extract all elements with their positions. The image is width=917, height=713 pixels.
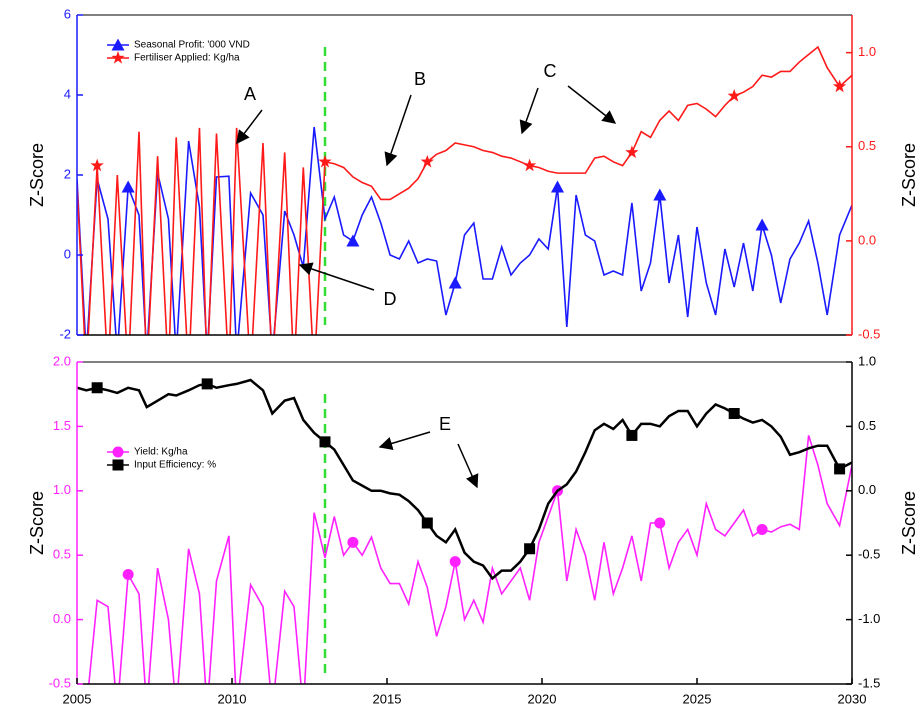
data-point: [654, 517, 666, 529]
data-point: [727, 88, 741, 102]
data-point: [626, 429, 638, 441]
y-tick-label: -0.5: [49, 675, 71, 690]
x-tick-label: 2010: [218, 691, 247, 706]
series-line: [77, 126, 852, 335]
x-tick-label: 2005: [63, 691, 92, 706]
y2-tick-label: -0.5: [858, 547, 880, 562]
data-point: [522, 158, 537, 172]
annotation-arrow: [519, 87, 539, 135]
y-tick-label: 0: [64, 246, 71, 261]
y2-tick-label: -0.5: [858, 326, 880, 341]
series-line: [88, 435, 852, 684]
data-point: [653, 188, 667, 201]
data-point: [448, 276, 462, 289]
y-tick-label: 2.0: [53, 353, 71, 368]
data-point: [346, 234, 360, 247]
x-tick-label: 2015: [373, 691, 402, 706]
x-tick-label: 2020: [528, 691, 557, 706]
y2-tick-label: 0.5: [858, 138, 876, 153]
plot-area: [77, 378, 852, 684]
legend-marker: [112, 446, 124, 458]
annotation: E: [439, 414, 451, 434]
y-axis-label: Z-Score: [27, 143, 47, 207]
y-tick-label: -2: [59, 326, 71, 341]
y2-tick-label: -1.0: [858, 611, 880, 626]
x-tick-label: 2030: [838, 691, 867, 706]
data-point: [755, 218, 769, 231]
y-tick-label: 2: [64, 166, 71, 181]
legend-label: Input Efficiency: %: [134, 460, 216, 471]
legend-label: Fertiliser Applied: Kg/ha: [134, 53, 240, 64]
data-point: [625, 145, 639, 159]
legend-marker: [111, 38, 125, 51]
y2-tick-label: -1.5: [858, 675, 880, 690]
annotation-arrow: [298, 262, 375, 291]
x-tick-label: 2025: [683, 691, 712, 706]
plot-area: [77, 45, 852, 379]
data-point: [449, 556, 461, 568]
data-point: [201, 366, 214, 379]
y-tick-label: 0.5: [53, 547, 71, 562]
y-tick-label: 1.5: [53, 418, 71, 433]
data-point: [834, 463, 846, 475]
data-point: [319, 436, 331, 448]
y-tick-label: 1.0: [53, 482, 71, 497]
data-point: [421, 517, 433, 529]
annotation-arrow: [384, 94, 412, 167]
y2-tick-label: 0.0: [858, 232, 876, 247]
data-point: [347, 536, 359, 548]
data-point: [420, 154, 434, 168]
data-point: [524, 543, 536, 555]
data-point: [121, 180, 135, 193]
series-line: [77, 45, 852, 335]
legend-marker: [112, 459, 124, 471]
data-point: [122, 569, 134, 581]
legend-label: Seasonal Profit: '000 VND: [134, 40, 250, 51]
annotation: B: [414, 69, 426, 89]
y2-tick-label: 1.0: [858, 44, 876, 59]
y2-tick-label: 0.5: [858, 418, 876, 433]
data-point: [230, 349, 243, 361]
data-point: [728, 408, 740, 420]
annotation-arrow: [457, 443, 479, 489]
y-tick-label: 0.0: [53, 611, 71, 626]
data-point: [551, 180, 564, 193]
annotation: D: [384, 289, 397, 309]
annotation-arrow: [378, 431, 431, 450]
y2-tick-label: 0.0: [858, 482, 876, 497]
y-tick-label: 6: [64, 6, 71, 21]
data-point: [832, 79, 847, 93]
y2-tick-label: 1.0: [858, 353, 876, 368]
annotation-arrow: [236, 109, 263, 145]
legend-marker: [111, 51, 125, 64]
data-point: [90, 158, 104, 172]
annotation: A: [244, 84, 256, 104]
y-axis-label: Z-Score: [27, 491, 47, 555]
data-point: [201, 378, 213, 390]
data-point: [91, 382, 103, 394]
y2-axis-label: Z-Score: [899, 491, 917, 555]
annotation-arrow: [567, 85, 617, 124]
y-tick-label: 4: [64, 86, 71, 101]
annotation: C: [544, 61, 557, 81]
data-point: [756, 523, 768, 535]
data-point: [318, 154, 332, 168]
legend-label: Yield: Kg/ha: [134, 447, 188, 458]
y2-axis-label: Z-Score: [899, 143, 917, 207]
